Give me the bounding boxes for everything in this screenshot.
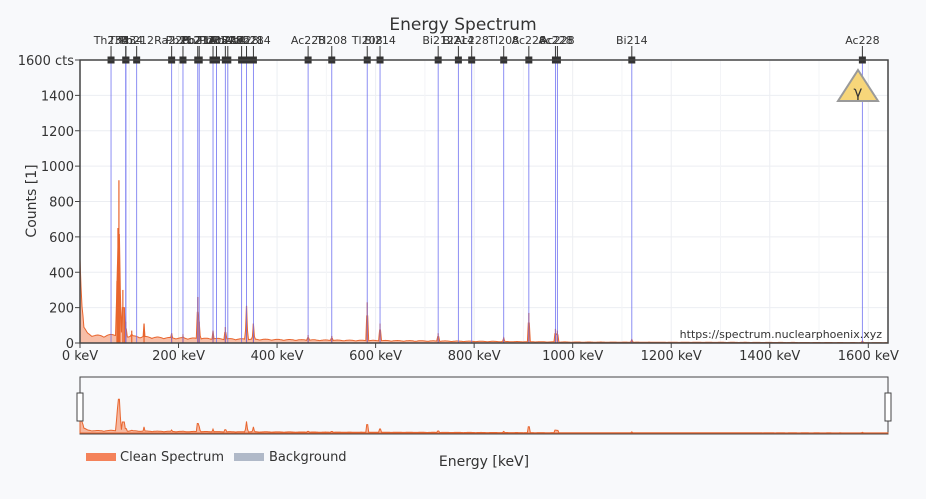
isotope-marker-label: Ra226 [154, 34, 189, 47]
x-axis-label: Energy [keV] [439, 454, 529, 470]
y-tick-label: 0 [66, 337, 74, 352]
isotope-marker-label: Tl208 [351, 34, 383, 47]
isotope-marker-label: Pb212 [119, 34, 154, 47]
gamma-symbol: γ [854, 83, 863, 101]
isotope-marker-label: Th [118, 34, 133, 47]
isotope-marker-label: Ac228 [229, 34, 263, 47]
isotope-marker-label: Bi212 [422, 34, 454, 47]
x-axis: 0 keV 200 keV 400 keV 600 keV 800 keV 1000 ke… [62, 343, 899, 364]
isotope-marker-label: Ac228 [538, 34, 572, 47]
isotope-marker-label: Tl208 [315, 34, 347, 47]
isotope-marker-label: Ac228 [845, 34, 879, 47]
isotope-marker-label: Pb214 [210, 34, 245, 47]
source-url-annotation: https://spectrum.nuclearphoenix.xyz [680, 328, 883, 341]
clean-spectrum-label: Clean Spectrum [120, 450, 224, 465]
y-tick-label: 200 [49, 302, 74, 317]
isotope-marker-label: Ac228 [454, 34, 488, 47]
legend-item-background[interactable]: Background [234, 450, 347, 465]
range-slider-preview [79, 398, 889, 434]
y-tick-label: 400 [49, 266, 74, 281]
isotope-marker-label: Bi214 [616, 34, 648, 47]
isotope-marker-label: Pb212 [180, 34, 215, 47]
isotope-marker-label: Tl208 [487, 34, 519, 47]
x-tick-label: 1200 keV [641, 349, 702, 364]
isotope-marker-label: Th234 [107, 34, 143, 47]
isotope-marker-label: Ac228 [291, 34, 325, 47]
range-slider-right-handle[interactable] [884, 392, 892, 422]
isotope-marker-label: Pb214 [236, 34, 271, 47]
chart-title: Energy Spectrum [389, 15, 536, 35]
isotope-marker-label: Pb214 [199, 34, 234, 47]
isotope-marker-label: Tl208 [197, 34, 229, 47]
isotope-marker-label: Pb214 [182, 34, 217, 47]
legend-item-clean-spectrum[interactable]: Clean Spectrum [86, 450, 224, 465]
y-axis-label: Counts [1] [24, 164, 40, 237]
clean-spectrum-swatch [86, 453, 116, 461]
x-tick-label: 1000 keV [542, 349, 603, 364]
y-tick-label: 1000 [41, 160, 74, 175]
x-tick-label: 400 keV [251, 349, 304, 364]
x-tick-label: 800 keV [448, 349, 501, 364]
y-tick-label: 800 [49, 196, 74, 211]
range-slider[interactable] [79, 376, 889, 435]
y-tick-label: 600 [49, 231, 74, 246]
isotope-marker-label: Bi214 [443, 34, 475, 47]
y-tick-label: 1600 cts [18, 54, 74, 69]
range-slider-left-handle[interactable] [76, 392, 84, 422]
background-swatch [234, 453, 264, 461]
isotope-marker-label: Bi214 [364, 34, 396, 47]
x-tick-label: 1600 keV [838, 349, 899, 364]
isotope-marker-label: Ac228 [208, 34, 242, 47]
y-axis: 0 200 400 600 800 1000 1200 1400 1600 cts [18, 54, 80, 352]
x-tick-label: 200 keV [152, 349, 205, 364]
x-tick-label: 1400 keV [739, 349, 800, 364]
y-tick-label: 1200 [41, 125, 74, 140]
isotope-marker-label: Ac228 [512, 34, 546, 47]
gamma-warning-icon[interactable]: γ [836, 68, 880, 102]
y-tick-label: 1400 [41, 89, 74, 104]
x-tick-label: 0 keV [62, 349, 98, 364]
isotope-marker-label: Ac228 [540, 34, 574, 47]
slider-spectrum-area [79, 398, 889, 434]
background-label: Background [269, 450, 347, 465]
isotope-marker-label: Pb212 [166, 34, 201, 47]
x-tick-label: 600 keV [349, 349, 402, 364]
isotope-marker-label: Ac228 [224, 34, 258, 47]
isotope-marker-label: Th234 [93, 34, 129, 47]
